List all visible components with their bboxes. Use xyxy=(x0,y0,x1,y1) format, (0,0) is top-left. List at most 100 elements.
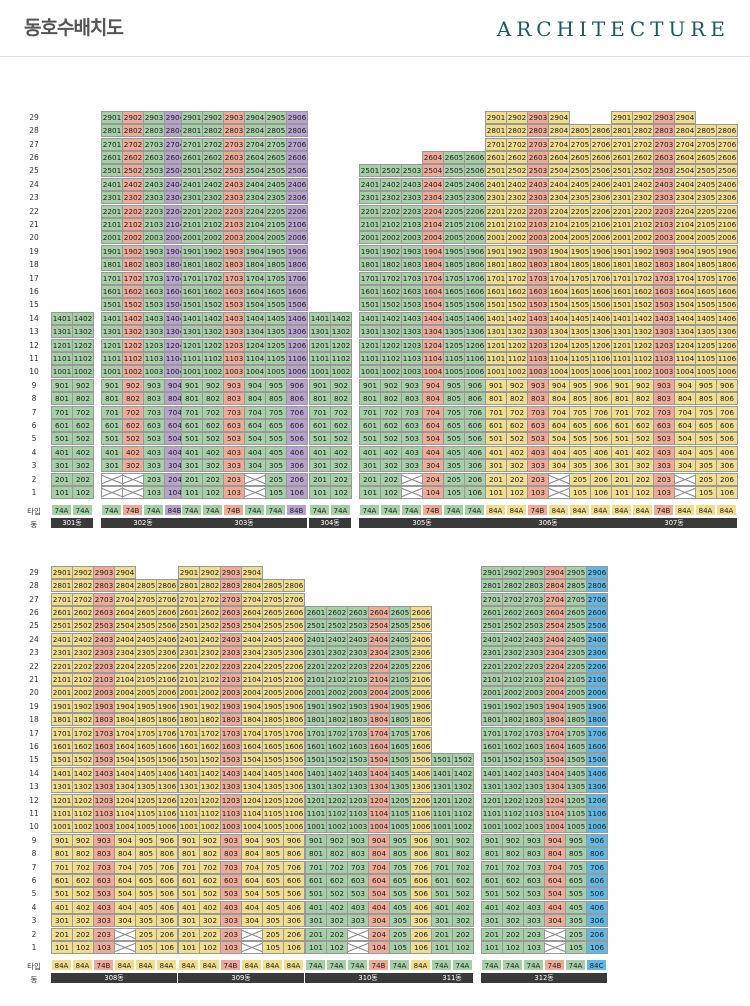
unit-1401[interactable]: 1401 xyxy=(181,311,203,325)
unit-1401[interactable]: 1401 xyxy=(305,766,327,780)
unit-1606[interactable]: 1606 xyxy=(410,740,432,753)
unit-1902[interactable]: 1902 xyxy=(502,699,524,713)
unit-2701[interactable]: 2701 xyxy=(485,137,507,151)
unit-802[interactable]: 802 xyxy=(202,392,224,406)
unit-803[interactable]: 803 xyxy=(523,847,545,861)
unit-1101[interactable]: 1101 xyxy=(101,352,123,365)
unit-401[interactable]: 401 xyxy=(51,445,73,459)
unit-2701[interactable]: 2701 xyxy=(101,137,123,151)
unit-502[interactable]: 502 xyxy=(72,887,94,901)
unit-1706[interactable]: 1706 xyxy=(410,726,432,740)
unit-1604[interactable]: 1604 xyxy=(544,740,566,753)
unit-1703[interactable]: 1703 xyxy=(347,726,369,740)
unit-1002[interactable]: 1002 xyxy=(199,820,221,834)
unit-606[interactable]: 606 xyxy=(410,874,432,887)
unit-703[interactable]: 703 xyxy=(653,405,675,419)
unit-1805[interactable]: 1805 xyxy=(443,258,465,272)
unit-1602[interactable]: 1602 xyxy=(202,285,224,298)
unit-505[interactable]: 505 xyxy=(569,432,591,446)
unit-1502[interactable]: 1502 xyxy=(632,298,654,312)
unit-903[interactable]: 903 xyxy=(93,833,115,847)
unit-1706[interactable]: 1706 xyxy=(590,271,612,285)
unit-1302[interactable]: 1302 xyxy=(199,780,221,794)
unit-1605[interactable]: 1605 xyxy=(389,740,411,753)
unit-702[interactable]: 702 xyxy=(632,405,654,419)
unit-2206[interactable]: 2206 xyxy=(586,659,608,673)
unit-2202[interactable]: 2202 xyxy=(202,204,224,218)
unit-2402[interactable]: 2402 xyxy=(199,632,221,646)
unit-901[interactable]: 901 xyxy=(611,378,633,392)
unit-604[interactable]: 604 xyxy=(368,874,390,887)
unit-501[interactable]: 501 xyxy=(359,432,381,446)
unit-804[interactable]: 804 xyxy=(674,392,696,406)
unit-101[interactable]: 101 xyxy=(485,486,507,499)
unit-2205[interactable]: 2205 xyxy=(262,659,284,673)
unit-602[interactable]: 602 xyxy=(380,419,402,432)
unit-1103[interactable]: 1103 xyxy=(653,352,675,365)
unit-605[interactable]: 605 xyxy=(695,419,717,432)
unit-1303[interactable]: 1303 xyxy=(523,780,545,794)
unit-1701[interactable]: 1701 xyxy=(359,271,381,285)
unit-203[interactable]: 203 xyxy=(93,927,115,941)
unit-2504[interactable]: 2504 xyxy=(422,164,444,178)
unit-302[interactable]: 302 xyxy=(122,459,144,473)
unit-1903[interactable]: 1903 xyxy=(401,244,423,258)
unit-2705[interactable]: 2705 xyxy=(262,592,284,606)
unit-2801[interactable]: 2801 xyxy=(481,579,503,593)
unit-1102[interactable]: 1102 xyxy=(122,352,144,365)
unit-1501[interactable]: 1501 xyxy=(611,298,633,312)
unit-1903[interactable]: 1903 xyxy=(93,699,115,713)
unit-1906[interactable]: 1906 xyxy=(590,244,612,258)
unit-1204[interactable]: 1204 xyxy=(368,793,390,807)
unit-2404[interactable]: 2404 xyxy=(422,177,444,191)
unit-2402[interactable]: 2402 xyxy=(502,632,524,646)
unit-2206[interactable]: 2206 xyxy=(156,659,178,673)
unit-904[interactable]: 904 xyxy=(368,833,390,847)
unit-305[interactable]: 305 xyxy=(389,914,411,928)
unit-1604[interactable]: 1604 xyxy=(422,285,444,298)
unit-1505[interactable]: 1505 xyxy=(135,753,157,767)
unit-2605[interactable]: 2605 xyxy=(265,151,287,164)
unit-105[interactable]: 105 xyxy=(695,486,717,499)
unit-306[interactable]: 306 xyxy=(410,914,432,928)
unit-1804[interactable]: 1804 xyxy=(244,258,266,272)
unit-1904[interactable]: 1904 xyxy=(544,699,566,713)
unit-404[interactable]: 404 xyxy=(674,445,696,459)
unit-1801[interactable]: 1801 xyxy=(611,258,633,272)
unit-2203[interactable]: 2203 xyxy=(527,204,549,218)
unit-402[interactable]: 402 xyxy=(122,445,144,459)
unit-2002[interactable]: 2002 xyxy=(122,231,144,245)
unit-205[interactable]: 205 xyxy=(135,927,157,941)
unit-2103[interactable]: 2103 xyxy=(527,218,549,231)
unit-2804[interactable]: 2804 xyxy=(114,579,136,593)
unit-1901[interactable]: 1901 xyxy=(178,699,200,713)
unit-1203[interactable]: 1203 xyxy=(523,793,545,807)
unit-1702[interactable]: 1702 xyxy=(632,271,654,285)
unit-1201[interactable]: 1201 xyxy=(51,338,73,352)
unit-1102[interactable]: 1102 xyxy=(202,352,224,365)
unit-2405[interactable]: 2405 xyxy=(262,632,284,646)
unit-2302[interactable]: 2302 xyxy=(122,191,144,205)
unit-1601[interactable]: 1601 xyxy=(481,740,503,753)
building-309동[interactable]: 309동 xyxy=(178,973,304,983)
unit-2204[interactable]: 2204 xyxy=(548,204,570,218)
unit-1101[interactable]: 1101 xyxy=(51,807,73,820)
unit-2104[interactable]: 2104 xyxy=(544,673,566,686)
unit-1304[interactable]: 1304 xyxy=(241,780,263,794)
unit-702[interactable]: 702 xyxy=(506,405,528,419)
unit-1204[interactable]: 1204 xyxy=(244,338,266,352)
unit-1101[interactable]: 1101 xyxy=(485,352,507,365)
unit-2404[interactable]: 2404 xyxy=(368,632,390,646)
unit-202[interactable]: 202 xyxy=(72,927,94,941)
unit-1203[interactable]: 1203 xyxy=(347,793,369,807)
unit-2405[interactable]: 2405 xyxy=(565,632,587,646)
unit-503[interactable]: 503 xyxy=(220,887,242,901)
unit-2101[interactable]: 2101 xyxy=(359,218,381,231)
unit-1605[interactable]: 1605 xyxy=(265,285,287,298)
unit-2105[interactable]: 2105 xyxy=(443,218,465,231)
unit-102[interactable]: 102 xyxy=(72,941,94,954)
unit-2703[interactable]: 2703 xyxy=(93,592,115,606)
building-308동[interactable]: 308동 xyxy=(51,973,177,983)
unit-2504[interactable]: 2504 xyxy=(114,619,136,633)
unit-2204[interactable]: 2204 xyxy=(241,659,263,673)
